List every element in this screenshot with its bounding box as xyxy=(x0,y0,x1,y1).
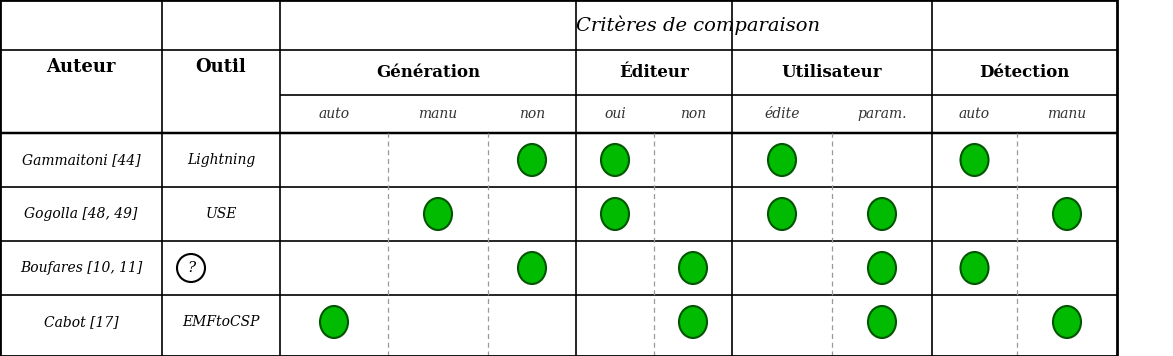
Ellipse shape xyxy=(679,306,707,338)
Text: auto: auto xyxy=(960,107,990,121)
Ellipse shape xyxy=(868,198,896,230)
Ellipse shape xyxy=(1053,198,1082,230)
Ellipse shape xyxy=(423,198,452,230)
Ellipse shape xyxy=(320,306,348,338)
Text: USE: USE xyxy=(205,207,237,221)
Ellipse shape xyxy=(518,144,545,176)
Text: param.: param. xyxy=(857,107,907,121)
Text: auto: auto xyxy=(318,107,350,121)
Text: Auteur: Auteur xyxy=(46,58,116,75)
Text: manu: manu xyxy=(1047,107,1086,121)
Text: Gogolla [48, 49]: Gogolla [48, 49] xyxy=(25,207,137,221)
Ellipse shape xyxy=(601,198,629,230)
Text: Gammaitoni [44]: Gammaitoni [44] xyxy=(21,153,141,167)
Text: Boufares [10, 11]: Boufares [10, 11] xyxy=(20,261,142,275)
Text: non: non xyxy=(518,107,545,121)
Text: manu: manu xyxy=(419,107,457,121)
Text: Cabot [17]: Cabot [17] xyxy=(43,315,118,329)
Text: Détection: Détection xyxy=(979,64,1070,81)
Ellipse shape xyxy=(868,306,896,338)
Text: Outil: Outil xyxy=(196,58,246,75)
Text: Utilisateur: Utilisateur xyxy=(781,64,882,81)
Ellipse shape xyxy=(961,144,989,176)
Ellipse shape xyxy=(518,252,545,284)
Text: non: non xyxy=(680,107,706,121)
Ellipse shape xyxy=(679,252,707,284)
Ellipse shape xyxy=(961,252,989,284)
Text: édite: édite xyxy=(765,107,800,121)
Text: ?: ? xyxy=(187,261,195,275)
Text: EMFtoCSP: EMFtoCSP xyxy=(182,315,259,329)
Text: Génération: Génération xyxy=(375,64,480,81)
Text: Lightning: Lightning xyxy=(187,153,255,167)
Text: Critères de comparaison: Critères de comparaison xyxy=(576,15,820,35)
Ellipse shape xyxy=(768,144,796,176)
Text: Éditeur: Éditeur xyxy=(619,64,689,81)
Ellipse shape xyxy=(768,198,796,230)
Text: oui: oui xyxy=(604,107,626,121)
Circle shape xyxy=(177,254,205,282)
Ellipse shape xyxy=(601,144,629,176)
Ellipse shape xyxy=(1053,306,1082,338)
Ellipse shape xyxy=(868,252,896,284)
